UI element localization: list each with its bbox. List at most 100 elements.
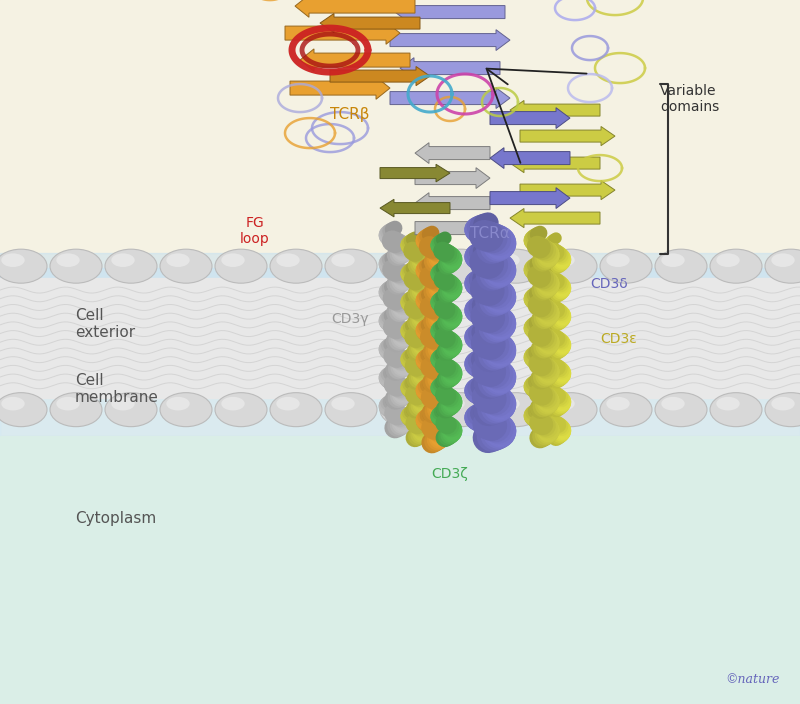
Polygon shape <box>390 88 510 108</box>
Polygon shape <box>510 153 600 172</box>
Ellipse shape <box>111 253 134 267</box>
Ellipse shape <box>490 393 542 427</box>
Bar <box>0 555 800 564</box>
Ellipse shape <box>606 253 630 267</box>
Ellipse shape <box>435 393 487 427</box>
Ellipse shape <box>56 253 80 267</box>
Bar <box>0 564 800 572</box>
Ellipse shape <box>50 249 102 283</box>
Ellipse shape <box>496 397 520 410</box>
Ellipse shape <box>222 397 245 410</box>
Ellipse shape <box>276 253 300 267</box>
Ellipse shape <box>765 249 800 283</box>
Polygon shape <box>510 208 600 227</box>
Bar <box>0 436 800 704</box>
Ellipse shape <box>600 393 652 427</box>
Polygon shape <box>415 193 490 213</box>
Bar <box>0 268 800 436</box>
Ellipse shape <box>710 249 762 283</box>
Polygon shape <box>490 188 570 208</box>
Text: CD3ε: CD3ε <box>600 332 637 346</box>
Bar <box>0 0 800 370</box>
Text: Cell
exterior: Cell exterior <box>75 308 135 340</box>
Ellipse shape <box>325 249 377 283</box>
Bar <box>0 463 800 471</box>
Polygon shape <box>390 30 510 51</box>
Ellipse shape <box>325 393 377 427</box>
Bar <box>0 539 800 547</box>
Ellipse shape <box>496 253 520 267</box>
Ellipse shape <box>716 253 740 267</box>
Bar <box>0 446 800 454</box>
Ellipse shape <box>331 397 354 410</box>
Ellipse shape <box>222 253 245 267</box>
Text: TCRβ: TCRβ <box>330 106 370 122</box>
Ellipse shape <box>166 397 190 410</box>
Bar <box>0 378 800 386</box>
Ellipse shape <box>771 397 794 410</box>
Ellipse shape <box>2 397 25 410</box>
Text: CD3γ: CD3γ <box>331 312 369 326</box>
Ellipse shape <box>771 253 794 267</box>
Ellipse shape <box>331 253 354 267</box>
Ellipse shape <box>160 393 212 427</box>
Bar <box>0 278 800 398</box>
Ellipse shape <box>545 249 597 283</box>
Ellipse shape <box>716 397 740 410</box>
Bar <box>0 412 800 420</box>
Ellipse shape <box>166 253 190 267</box>
Bar <box>0 496 800 505</box>
Ellipse shape <box>215 393 267 427</box>
Polygon shape <box>490 148 570 168</box>
Bar <box>0 522 800 530</box>
Ellipse shape <box>160 249 212 283</box>
Polygon shape <box>400 58 500 78</box>
Polygon shape <box>415 168 490 189</box>
Polygon shape <box>380 164 450 182</box>
Polygon shape <box>290 77 390 99</box>
Bar <box>0 403 800 412</box>
Ellipse shape <box>270 249 322 283</box>
Text: Cell
membrane: Cell membrane <box>75 373 159 406</box>
Ellipse shape <box>215 249 267 283</box>
Text: ©nature: ©nature <box>726 673 780 686</box>
Bar <box>0 606 800 615</box>
Bar <box>0 395 800 403</box>
Ellipse shape <box>442 397 465 410</box>
Text: CD3ζ: CD3ζ <box>432 467 468 481</box>
Ellipse shape <box>551 397 574 410</box>
Ellipse shape <box>662 397 685 410</box>
Ellipse shape <box>435 249 487 283</box>
Ellipse shape <box>380 393 432 427</box>
Ellipse shape <box>270 393 322 427</box>
Ellipse shape <box>50 393 102 427</box>
Ellipse shape <box>2 253 25 267</box>
Ellipse shape <box>276 397 300 410</box>
Polygon shape <box>295 0 415 18</box>
Text: Variable
domains: Variable domains <box>660 84 719 114</box>
Polygon shape <box>285 22 400 44</box>
Bar <box>0 488 800 496</box>
Bar <box>0 253 800 338</box>
Ellipse shape <box>442 253 465 267</box>
Bar <box>0 572 800 581</box>
Bar <box>0 505 800 513</box>
Bar <box>0 361 800 370</box>
Polygon shape <box>415 218 490 239</box>
Bar <box>0 598 800 606</box>
Bar <box>0 581 800 589</box>
Bar <box>0 420 800 429</box>
Bar <box>0 370 800 378</box>
Bar <box>0 454 800 463</box>
Ellipse shape <box>380 249 432 283</box>
Ellipse shape <box>600 249 652 283</box>
Ellipse shape <box>765 393 800 427</box>
Bar <box>0 479 800 488</box>
Ellipse shape <box>655 249 707 283</box>
Polygon shape <box>320 13 420 32</box>
Polygon shape <box>300 49 410 71</box>
Bar <box>0 547 800 555</box>
Ellipse shape <box>655 393 707 427</box>
Ellipse shape <box>111 397 134 410</box>
Polygon shape <box>520 180 615 200</box>
